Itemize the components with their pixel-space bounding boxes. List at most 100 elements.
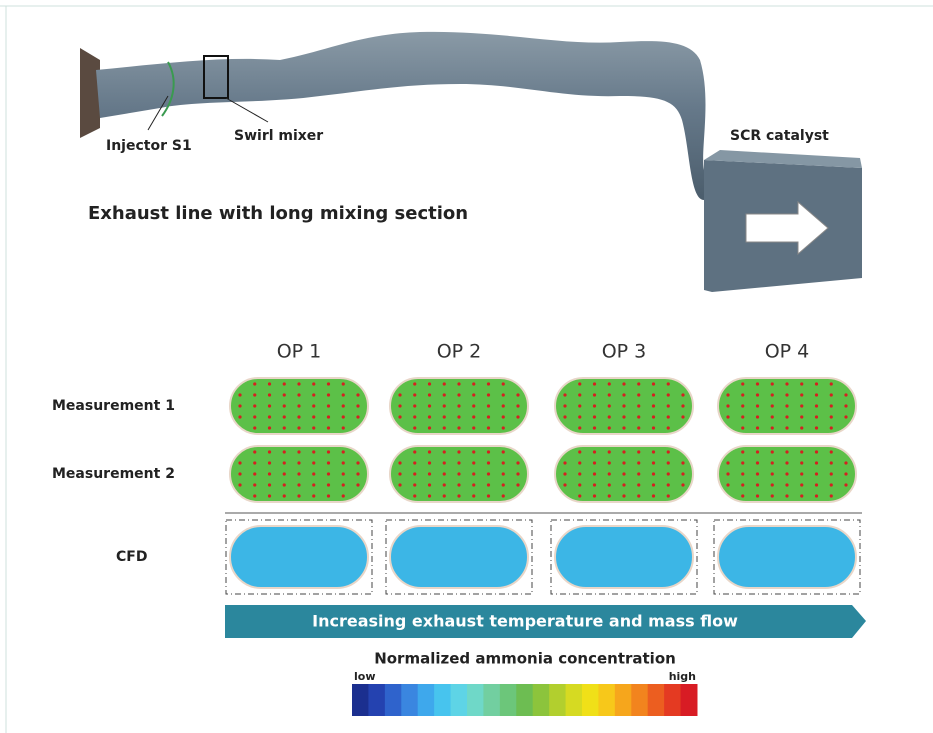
probe-point — [726, 461, 729, 464]
probe-point — [487, 415, 490, 418]
probe-point — [487, 404, 490, 407]
probe-point — [830, 450, 833, 453]
probe-point — [398, 404, 401, 407]
colorbar-step — [664, 684, 681, 716]
colorbar-step — [648, 684, 665, 716]
probe-point — [443, 461, 446, 464]
probe-point — [283, 450, 286, 453]
probe-point — [756, 426, 759, 429]
probe-point — [297, 382, 300, 385]
probe-point — [342, 382, 345, 385]
probe-point — [593, 461, 596, 464]
probe-point — [472, 461, 475, 464]
probe-point — [428, 415, 431, 418]
probe-point — [312, 382, 315, 385]
probe-point — [800, 450, 803, 453]
probe-point — [681, 404, 684, 407]
probe-point — [472, 393, 475, 396]
probe-point — [815, 461, 818, 464]
probe-point — [771, 461, 774, 464]
probe-point — [652, 393, 655, 396]
probe-point — [815, 415, 818, 418]
probe-point — [637, 426, 640, 429]
probe-point — [637, 415, 640, 418]
probe-point — [428, 472, 431, 475]
probe-point — [428, 450, 431, 453]
probe-point — [443, 494, 446, 497]
probe-point — [487, 472, 490, 475]
probe-point — [457, 461, 460, 464]
probe-point — [756, 450, 759, 453]
probe-point — [253, 461, 256, 464]
legend-low: low — [354, 670, 376, 683]
probe-point — [472, 450, 475, 453]
probe-point — [398, 393, 401, 396]
probe-point — [667, 415, 670, 418]
probe-point — [312, 450, 315, 453]
probe-point — [297, 393, 300, 396]
probe-point — [815, 404, 818, 407]
probe-point — [563, 393, 566, 396]
probe-point — [457, 393, 460, 396]
probe-point — [238, 393, 241, 396]
probe-point — [516, 472, 519, 475]
probe-point — [563, 461, 566, 464]
probe-point — [593, 382, 596, 385]
probe-point — [398, 483, 401, 486]
probe-point — [681, 483, 684, 486]
probe-point — [815, 472, 818, 475]
probe-point — [756, 494, 759, 497]
probe-point — [622, 483, 625, 486]
probe-point — [622, 404, 625, 407]
probe-point — [312, 494, 315, 497]
probe-point — [253, 426, 256, 429]
probe-point — [667, 494, 670, 497]
probe-point — [268, 483, 271, 486]
probe-point — [516, 404, 519, 407]
probe-point — [457, 450, 460, 453]
probe-point — [283, 415, 286, 418]
probe-point — [637, 393, 640, 396]
probe-point — [398, 415, 401, 418]
probe-point — [622, 472, 625, 475]
probe-point — [342, 415, 345, 418]
probe-point — [283, 382, 286, 385]
probe-point — [457, 415, 460, 418]
column-header: OP 4 — [765, 341, 810, 363]
probe-point — [578, 426, 581, 429]
probe-point — [681, 461, 684, 464]
probe-point — [297, 472, 300, 475]
probe-point — [637, 494, 640, 497]
probe-point — [268, 494, 271, 497]
probe-point — [800, 461, 803, 464]
probe-point — [578, 461, 581, 464]
probe-point — [472, 382, 475, 385]
probe-point — [413, 450, 416, 453]
probe-point — [268, 461, 271, 464]
probe-point — [667, 404, 670, 407]
probe-point — [726, 472, 729, 475]
probe-point — [312, 426, 315, 429]
probe-point — [830, 494, 833, 497]
figure: Injector S1 Swirl mixer SCR catalyst Exh… — [0, 0, 933, 733]
probe-point — [741, 483, 744, 486]
probe-point — [327, 461, 330, 464]
probe-point — [608, 483, 611, 486]
probe-point — [457, 483, 460, 486]
probe-point — [563, 472, 566, 475]
row-label: CFD — [116, 549, 147, 565]
probe-point — [785, 382, 788, 385]
probe-point — [652, 472, 655, 475]
probe-point — [622, 450, 625, 453]
probe-point — [472, 404, 475, 407]
probe-point — [398, 472, 401, 475]
probe-point — [815, 483, 818, 486]
legend-high: high — [669, 670, 696, 683]
probe-point — [283, 393, 286, 396]
injector-label: Injector S1 — [106, 138, 192, 154]
probe-point — [327, 426, 330, 429]
probe-point — [327, 450, 330, 453]
heatmap-grid — [226, 378, 860, 594]
probe-point — [785, 415, 788, 418]
probe-point — [268, 393, 271, 396]
